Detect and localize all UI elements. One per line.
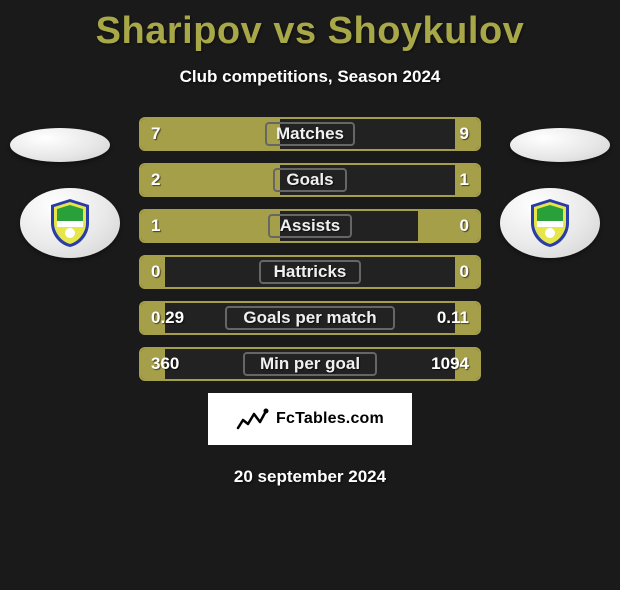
stat-value-right: 9 [460,124,469,144]
footer-date: 20 september 2024 [0,467,620,487]
page-subtitle: Club competitions, Season 2024 [0,67,620,87]
stat-fill-left [141,211,280,241]
stat-label: Goals [286,170,333,190]
stat-value-right: 0.11 [437,308,469,328]
stat-row: 2 1 Goals [139,163,481,197]
site-logo-icon [236,408,270,430]
stat-value-right: 0 [460,262,469,282]
stat-label: Hattricks [274,262,347,282]
stat-value-left: 360 [151,354,179,374]
stats-block: 7 9 Matches 2 1 Goals 1 0 Assists 0 0 Hattricks 0.29… [0,117,620,487]
stat-value-left: 1 [151,216,160,236]
stat-value-left: 0.29 [151,308,184,328]
stat-row: 7 9 Matches [139,117,481,151]
infographic-root: Sharipov vs Shoykulov Club competitions,… [0,10,620,590]
stat-row: 1 0 Assists [139,209,481,243]
stat-row: 360 1094 Min per goal [139,347,481,381]
stat-value-left: 0 [151,262,160,282]
stat-row: 0 0 Hattricks [139,255,481,289]
page-title: Sharipov vs Shoykulov [0,10,620,53]
stat-value-right: 0 [460,216,469,236]
stat-label: Goals per match [243,308,376,328]
stat-fill-right [418,211,479,241]
stat-row: 0.29 0.11 Goals per match [139,301,481,335]
stat-value-left: 7 [151,124,160,144]
stat-label: Matches [276,124,344,144]
stat-fill-left [141,165,280,195]
stat-label: Assists [280,216,340,236]
stat-value-left: 2 [151,170,160,190]
stat-value-right: 1094 [431,354,469,374]
watermark-box: FcTables.com [208,393,412,445]
stat-value-right: 1 [460,170,469,190]
stat-fill-left [141,119,280,149]
watermark-text: FcTables.com [276,410,384,428]
stat-label: Min per goal [260,354,360,374]
